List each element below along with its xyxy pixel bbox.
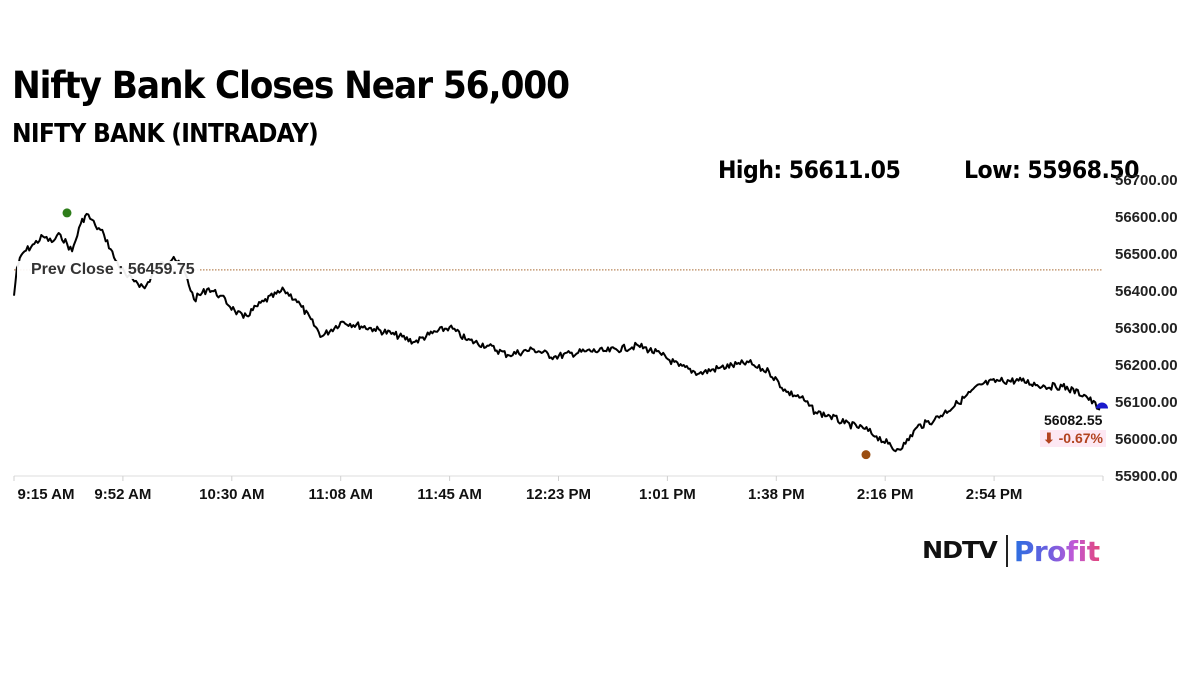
y-tick-label: 56600.00 xyxy=(1115,209,1178,226)
x-tick-label: 11:08 AM xyxy=(308,486,373,503)
x-tick-label: 2:16 PM xyxy=(856,486,914,503)
prev-close-label: Prev Close : 56459.75 xyxy=(17,261,199,279)
low-stat: Low: 55968.50 xyxy=(964,156,1139,184)
x-tick-label: 2:54 PM xyxy=(965,486,1023,503)
y-tick-label: 55900.00 xyxy=(1115,468,1178,485)
high-marker xyxy=(62,208,72,218)
y-tick-label: 56100.00 xyxy=(1115,394,1178,411)
x-tick-label: 1:38 PM xyxy=(747,486,805,503)
y-tick-label: 56400.00 xyxy=(1115,283,1178,300)
headline: Nifty Bank Closes Near 56,000 xyxy=(12,64,570,107)
x-tick-label: 11:45 AM xyxy=(417,486,482,503)
x-tick-label: 10:30 AM xyxy=(199,486,265,503)
x-tick-label: 9:15 AM xyxy=(17,486,75,503)
change-percent-text: ⬇ -0.67% xyxy=(1043,430,1103,446)
low-marker xyxy=(861,450,871,460)
high-stat: High: 56611.05 xyxy=(718,156,901,184)
change-percent-badge: ⬇ -0.67% xyxy=(1040,430,1106,447)
y-tick-label: 56300.00 xyxy=(1115,320,1178,337)
price-line xyxy=(13,212,1101,453)
y-tick-label: 56500.00 xyxy=(1115,246,1178,263)
x-axis-ticks xyxy=(13,476,1104,481)
ndtv-wordmark: NDTV xyxy=(922,538,998,564)
chart-title: NIFTY BANK (INTRADAY) xyxy=(12,119,319,149)
x-tick-label: 1:01 PM xyxy=(639,486,696,503)
last-price-marker xyxy=(1096,402,1108,409)
y-tick-label: 56000.00 xyxy=(1115,431,1178,448)
y-tick-label: 56200.00 xyxy=(1115,357,1178,374)
y-tick-label: 56700.00 xyxy=(1115,172,1178,189)
x-tick-label: 12:23 PM xyxy=(525,486,592,503)
x-tick-label: 9:52 AM xyxy=(94,486,152,503)
ndtv-profit-logo: NDTV Profit xyxy=(922,533,1100,569)
last-price-label: 56082.55 xyxy=(1044,412,1103,428)
logo-divider xyxy=(1005,535,1008,567)
profit-wordmark: Profit xyxy=(1013,534,1100,568)
